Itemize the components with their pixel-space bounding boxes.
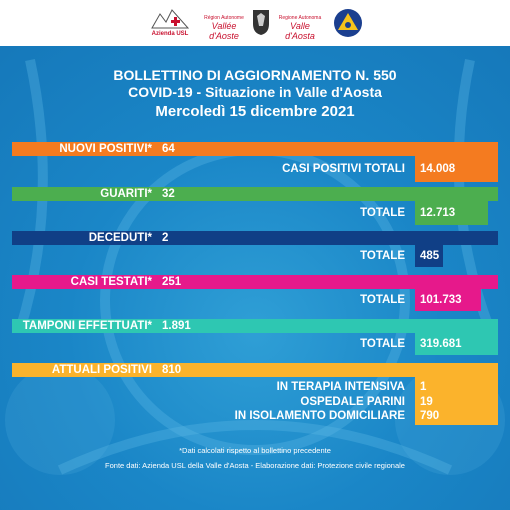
nuovi-positivi-bar	[12, 142, 498, 156]
deceduti-value: 2	[162, 232, 169, 244]
deceduti-totale-value: 485	[420, 250, 440, 262]
deceduti-label: DECEDUTI*	[88, 232, 152, 244]
tamponi-bar	[12, 319, 498, 333]
deceduti-bar	[12, 231, 498, 245]
casi-testati-bar	[12, 275, 498, 289]
valle-aosta-it-logo: Regione Autonoma Valle d'Aosta	[276, 5, 324, 41]
bulletin-date: Mercoledì 15 dicembre 2021	[155, 103, 355, 120]
isolamento-domiciliare-label: IN ISOLAMENTO DOMICILIARE	[234, 410, 405, 422]
terapia-intensiva-value: 1	[420, 381, 427, 393]
source-note: Fonte dati: Azienda USL della Valle d'Ao…	[105, 461, 405, 470]
deceduti-totale-bar	[415, 245, 443, 267]
isolamento-domiciliare-value: 790	[420, 410, 440, 422]
casi-positivi-totali-bar	[415, 156, 498, 182]
guariti-totale-label: TOTALE	[360, 207, 405, 219]
deceduti-totale-label: TOTALE	[360, 250, 405, 262]
casi-testati-totale-bar	[415, 289, 481, 311]
casi-positivi-totali-label: CASI POSITIVI TOTALI	[282, 163, 405, 175]
casi-testati-totale-value: 101.733	[420, 294, 462, 306]
guariti-label: GUARITI*	[100, 188, 152, 200]
coat-of-arms-icon	[253, 10, 269, 35]
bulletin-title: BOLLETTINO DI AGGIORNAMENTO N. 550	[113, 67, 397, 83]
attuali-positivi-value: 810	[162, 364, 182, 376]
guariti-bar	[12, 187, 498, 201]
bulletin-subtitle: COVID-19 - Situazione in Valle d'Aosta	[128, 84, 382, 100]
guariti-totale-value: 12.713	[420, 207, 456, 219]
tamponi-totale-label: TOTALE	[360, 338, 405, 350]
attuali-positivi-bar	[12, 363, 498, 377]
tamponi-totale-value: 319.681	[420, 338, 462, 350]
attuali-positivi-dettaglio-bar	[415, 377, 498, 425]
tamponi-label: TAMPONI EFFETTUATI*	[22, 320, 152, 332]
footnote: *Dati calcolati rispetto al bollettino p…	[179, 446, 331, 455]
usl-logo-text: Azienda USL	[151, 31, 189, 37]
guariti-value: 32	[162, 188, 175, 200]
header-logos: Azienda USL Région Autonome Vallée d'Aos…	[0, 0, 510, 46]
logo-fr-line2: Vallée d'Aoste	[209, 21, 239, 41]
tamponi-value: 1.891	[162, 320, 191, 332]
guariti-totale-bar	[415, 201, 488, 225]
nuovi-positivi-label: NUOVI POSITIVI*	[59, 143, 152, 155]
protezione-civile-icon	[334, 9, 362, 37]
nuovi-positivi-value: 64	[162, 143, 175, 155]
casi-positivi-totali-value: 14.008	[420, 163, 456, 175]
casi-testati-value: 251	[162, 276, 182, 288]
ospedale-parini-label: OSPEDALE PARINI	[300, 396, 405, 408]
logo-fr-line1: Région Autonome	[204, 15, 244, 21]
ospedale-parini-value: 19	[420, 396, 433, 408]
attuali-positivi-label: ATTUALI POSITIVI	[51, 364, 152, 376]
casi-testati-label: CASI TESTATI*	[70, 276, 152, 288]
valle-aosta-logo-icon: Région Autonome Vallée d'Aoste	[200, 5, 248, 41]
tamponi-totale-bar	[415, 333, 498, 355]
terapia-intensiva-label: IN TERAPIA INTENSIVA	[276, 381, 405, 393]
casi-testati-totale-label: TOTALE	[360, 294, 405, 306]
usl-logo-icon: Azienda USL	[146, 5, 194, 39]
logo-it-line1: Regione Autonoma	[278, 15, 322, 21]
logo-it-line2: Valle d'Aosta	[285, 21, 315, 41]
